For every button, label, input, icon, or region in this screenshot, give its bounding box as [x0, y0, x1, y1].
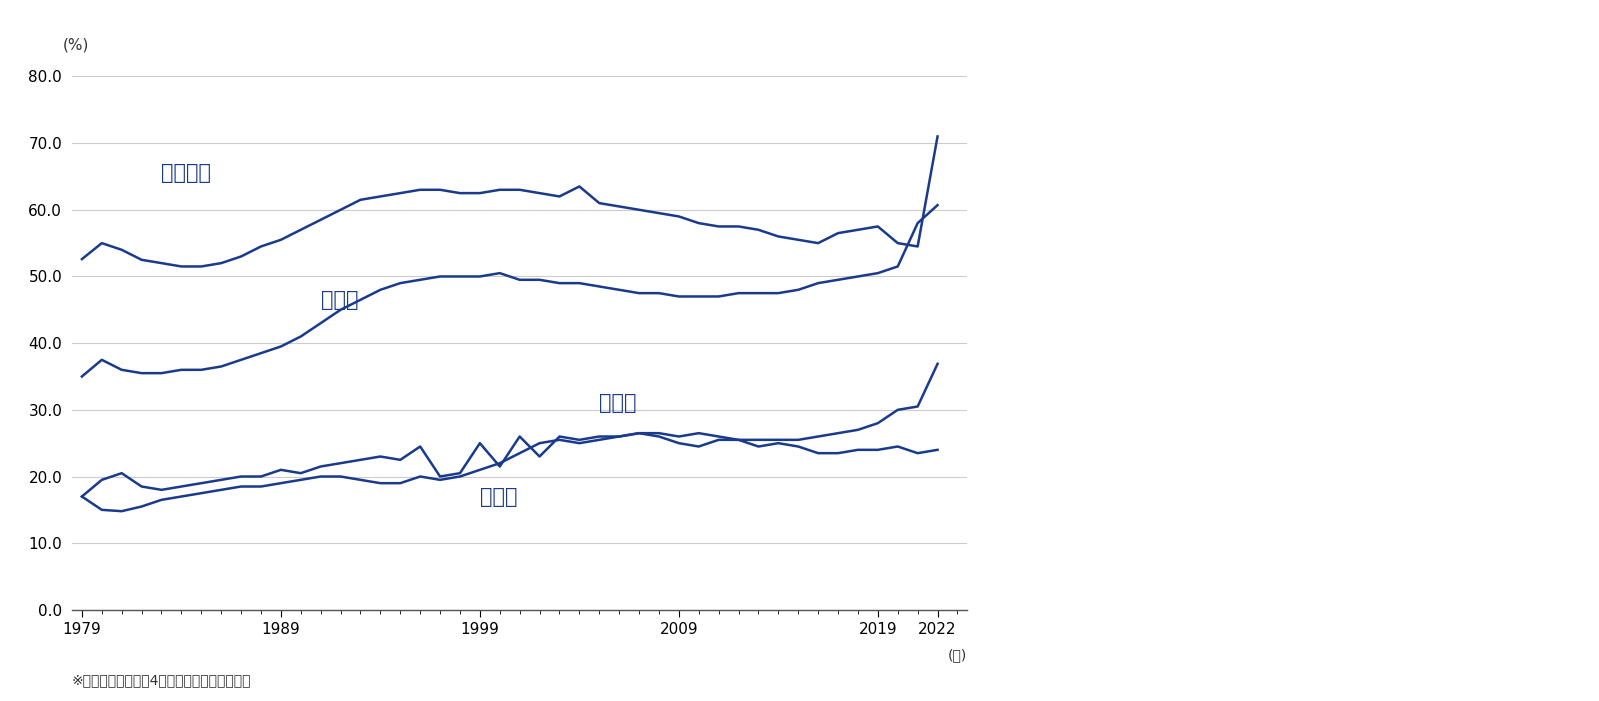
Text: 高等学校: 高等学校 [161, 163, 211, 183]
Text: ※文部科学省「令和4年度学校保健統計調査」: ※文部科学省「令和4年度学校保健統計調査」 [72, 673, 251, 687]
Text: 幼稚園: 幼稚園 [480, 486, 518, 507]
Text: 中学校: 中学校 [321, 290, 358, 310]
Text: (年): (年) [948, 648, 967, 662]
Text: 小学校: 小学校 [600, 393, 636, 413]
Text: (%): (%) [62, 37, 90, 52]
Text: ２０２２年、裸眼視力
１．０未満の割合は小
学校・高校で過去最多
を記録し、中学校でも
６割以上が該当。: ２０２２年、裸眼視力 １．０未満の割合は小 学校・高校で過去最多 を記録し、中学… [1194, 197, 1404, 464]
